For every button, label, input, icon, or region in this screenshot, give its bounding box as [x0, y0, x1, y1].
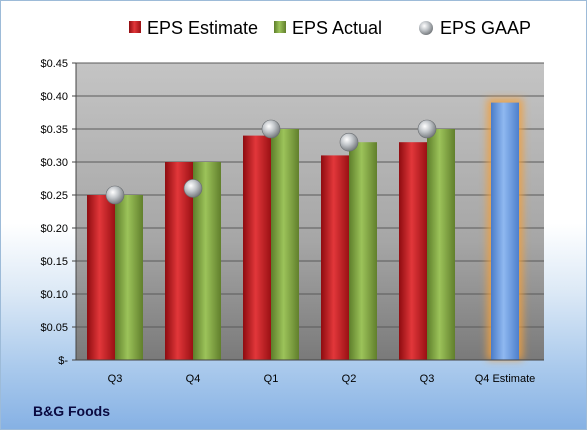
bar-eps-actual	[271, 129, 299, 360]
y-tick-label: $0.35	[40, 124, 68, 136]
marker-eps-gaap	[261, 119, 281, 139]
bar-q4-estimate	[491, 102, 519, 360]
legend-swatch-gaap	[419, 21, 433, 35]
marker-eps-gaap	[339, 132, 359, 152]
gaap-markers	[105, 119, 437, 205]
bar-eps-estimate	[87, 195, 115, 360]
bar-eps-actual	[427, 129, 455, 360]
x-tick-label: Q2	[342, 373, 357, 385]
plot-area	[76, 63, 544, 360]
legend-swatch-estimate	[129, 21, 141, 33]
y-tick-label: $0.10	[40, 289, 68, 301]
y-tick-label: $0.40	[40, 91, 68, 103]
x-tick-label: Q1	[264, 373, 279, 385]
bar-eps-estimate	[399, 142, 427, 360]
y-tick-label: $-	[58, 355, 68, 367]
gridlines	[76, 62, 544, 361]
legend-label-actual: EPS Actual	[292, 18, 382, 38]
x-tick-label: Q3	[420, 373, 435, 385]
bar-eps-estimate	[243, 135, 271, 360]
legend-label-estimate: EPS Estimate	[147, 18, 258, 38]
marker-eps-gaap	[417, 119, 437, 139]
company-name: B&G Foods	[33, 403, 110, 419]
y-tick-label: $0.05	[40, 322, 68, 334]
chart-legend: EPS Estimate EPS Actual EPS GAAP	[129, 18, 531, 38]
bar-eps-actual	[115, 195, 143, 360]
y-tick-label: $0.30	[40, 157, 68, 169]
x-axis: Q3 Q4 Q1 Q2 Q3 Q4 Estimate	[76, 359, 544, 385]
legend-swatch-actual	[274, 21, 286, 33]
bar-eps-actual	[349, 142, 377, 360]
marker-eps-gaap	[105, 185, 125, 205]
y-tick-label: $0.45	[40, 58, 68, 70]
y-tick-label: $0.15	[40, 256, 68, 268]
x-tick-label: Q3	[108, 373, 123, 385]
bars	[87, 98, 523, 360]
x-tick-label: Q4 Estimate	[475, 373, 536, 385]
legend-label-gaap: EPS GAAP	[440, 18, 531, 38]
y-tick-label: $0.25	[40, 190, 68, 202]
x-tick-label: Q4	[186, 373, 201, 385]
y-tick-label: $0.20	[40, 223, 68, 235]
marker-eps-gaap	[183, 179, 203, 198]
bar-eps-estimate	[321, 155, 349, 360]
y-axis: $- $0.05 $0.10 $0.15 $0.20 $0.25 $0.30 $0.35 $0.…	[40, 58, 77, 367]
